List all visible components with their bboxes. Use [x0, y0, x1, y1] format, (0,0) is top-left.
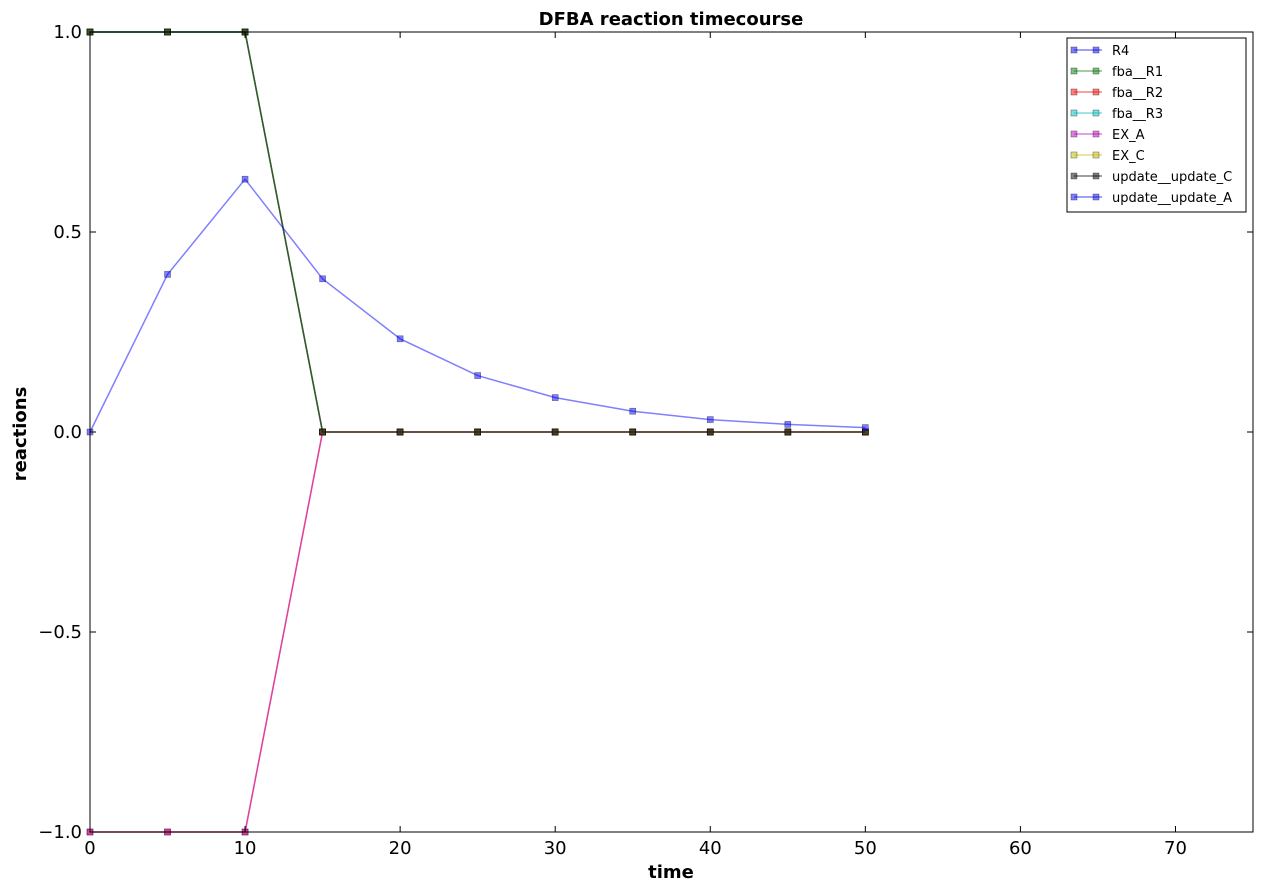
series-line	[90, 31, 866, 433]
series-EX_A	[86, 428, 869, 836]
legend-label: fba__R1	[1112, 65, 1163, 80]
y-tick-label: 0.0	[53, 422, 82, 443]
series-line	[90, 431, 866, 833]
series-line	[90, 31, 866, 433]
legend-item: fba__R2	[1070, 86, 1163, 101]
data-point	[629, 428, 637, 436]
legend-label: EX_A	[1112, 128, 1145, 143]
y-axis-label: reactions	[10, 387, 31, 482]
legend-item: EX_C	[1070, 149, 1145, 164]
legend-item: update__update_C	[1070, 170, 1232, 185]
data-point	[474, 372, 481, 379]
series-line	[90, 31, 866, 433]
legend-marker	[1070, 67, 1078, 75]
legend-marker	[1092, 193, 1100, 201]
x-tick-label: 20	[389, 838, 412, 859]
legend-item: R4	[1070, 44, 1129, 59]
data-point	[784, 428, 792, 436]
y-tick-label: −1.0	[38, 822, 82, 843]
legend: R4 fba__R1 fba__R2 fba__R3 EX_A EX_C update__u…	[1066, 37, 1247, 213]
plot-area	[86, 28, 869, 836]
legend-marker	[1092, 46, 1100, 54]
data-point	[862, 424, 869, 431]
legend-label: update__update_A	[1112, 191, 1232, 206]
axis-ticks: 0 10 20 30 40 50 60 70 −1.0 −0.5 0.0 0.5 1.0	[38, 22, 1253, 859]
series-fba__R2	[86, 428, 869, 836]
legend-label: R4	[1112, 44, 1129, 59]
series-line	[89, 177, 866, 433]
legend-label: update__update_C	[1112, 170, 1232, 185]
data-point	[164, 271, 171, 278]
legend-marker	[1092, 130, 1100, 138]
data-point	[551, 394, 559, 401]
series-line	[90, 31, 866, 433]
x-tick-label: 10	[234, 838, 257, 859]
data-point	[629, 407, 637, 415]
data-point	[396, 335, 404, 343]
legend-item: fba__R1	[1070, 65, 1163, 80]
legend-label: EX_C	[1112, 149, 1145, 164]
legend-label: fba__R2	[1112, 86, 1163, 101]
y-tick-label: 1.0	[53, 22, 82, 43]
data-point	[474, 428, 481, 436]
data-point	[706, 428, 714, 436]
x-tick-label: 40	[699, 838, 722, 859]
series-update__update_A	[86, 175, 869, 436]
legend-item: EX_A	[1070, 128, 1145, 143]
legend-marker	[1070, 151, 1078, 159]
legend-marker	[1092, 67, 1100, 75]
legend-item: fba__R3	[1070, 107, 1163, 122]
legend-box	[1066, 37, 1247, 213]
data-point	[319, 275, 326, 283]
legend-marker	[1070, 193, 1078, 201]
legend-marker	[1092, 109, 1100, 117]
x-axis-label: time	[648, 862, 694, 883]
x-tick-label: 30	[544, 838, 567, 859]
chart-title: DFBA reaction timecourse	[539, 9, 804, 30]
legend-marker	[1070, 109, 1078, 117]
series-line	[90, 431, 866, 833]
x-tick-label: 60	[1009, 838, 1032, 859]
legend-marker	[1070, 130, 1078, 138]
data-point	[706, 416, 714, 423]
data-point	[551, 428, 559, 436]
legend-marker	[1070, 46, 1078, 54]
legend-marker	[1092, 88, 1100, 96]
data-point	[396, 428, 404, 436]
legend-marker	[1092, 151, 1100, 159]
legend-label: fba__R3	[1112, 107, 1163, 122]
y-tick-label: 0.5	[53, 222, 82, 243]
legend-item: update__update_A	[1070, 191, 1232, 206]
legend-marker	[1070, 172, 1078, 180]
x-tick-label: 50	[854, 838, 877, 859]
data-point	[319, 428, 326, 436]
series-line	[90, 31, 866, 433]
data-point	[241, 175, 249, 183]
legend-marker	[1070, 88, 1078, 96]
y-tick-label: −0.5	[38, 622, 82, 643]
legend-marker	[1092, 172, 1100, 180]
x-tick-label: 70	[1164, 838, 1187, 859]
data-point	[784, 421, 792, 428]
x-tick-label: 0	[84, 838, 95, 859]
